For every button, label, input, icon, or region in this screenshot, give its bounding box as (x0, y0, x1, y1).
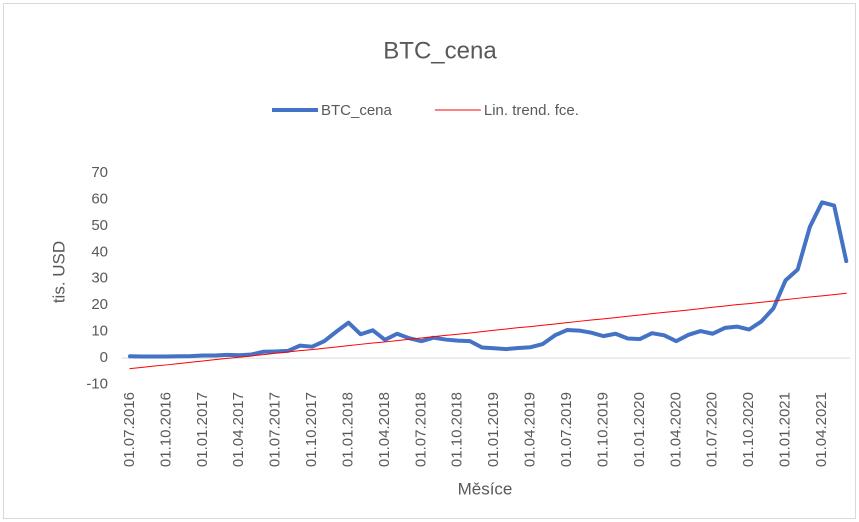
y-tick-label: 50 (91, 217, 108, 234)
x-tick-label: 01.10.2019 (594, 392, 611, 467)
x-tick-label: 01.07.2019 (558, 392, 575, 467)
x-axis-label: Měsíce (458, 479, 513, 498)
x-tick-label: 01.04.2020 (667, 392, 684, 467)
x-tick-label: 01.10.2020 (740, 392, 757, 467)
y-tick-label: 10 (91, 323, 108, 340)
x-tick-label: 01.01.2017 (194, 392, 211, 467)
x-tick-label: 01.07.2016 (121, 392, 138, 467)
x-tick-label: 01.01.2018 (339, 392, 356, 467)
x-tick-label: 01.01.2020 (631, 392, 648, 467)
y-tick-label: 70 (91, 164, 108, 181)
x-tick-label: 01.04.2017 (230, 392, 247, 467)
y-axis-label: tis. USD (49, 241, 68, 303)
y-tick-label: 20 (91, 296, 108, 313)
x-tick-label: 01.04.2018 (376, 392, 393, 467)
series-line (129, 292, 847, 370)
x-tick-label: 01.01.2019 (485, 392, 502, 467)
x-tick-label: 01.07.2018 (412, 392, 429, 467)
y-tick-label: 60 (91, 190, 108, 207)
x-tick-label: 01.10.2016 (157, 392, 174, 467)
chart-title: BTC_cena (383, 37, 497, 64)
x-tick-label: 01.04.2021 (813, 392, 830, 467)
y-tick-label: 0 (100, 349, 108, 366)
x-tick-label: 01.07.2020 (704, 392, 721, 467)
y-tick-label: 30 (91, 270, 108, 287)
x-tick-label: 01.01.2021 (777, 392, 794, 467)
legend-label: BTC_cena (321, 102, 393, 119)
x-tick-label: 01.04.2019 (522, 392, 539, 467)
y-tick-label: 40 (91, 243, 108, 260)
y-tick-label: -10 (86, 375, 108, 392)
x-tick-label: 01.10.2017 (303, 392, 320, 467)
x-tick-label: 01.10.2018 (449, 392, 466, 467)
series-line (128, 200, 849, 359)
chart-frame (3, 3, 856, 519)
legend-label: Lin. trend. fce. (484, 102, 579, 119)
x-tick-label: 01.07.2017 (267, 392, 284, 467)
